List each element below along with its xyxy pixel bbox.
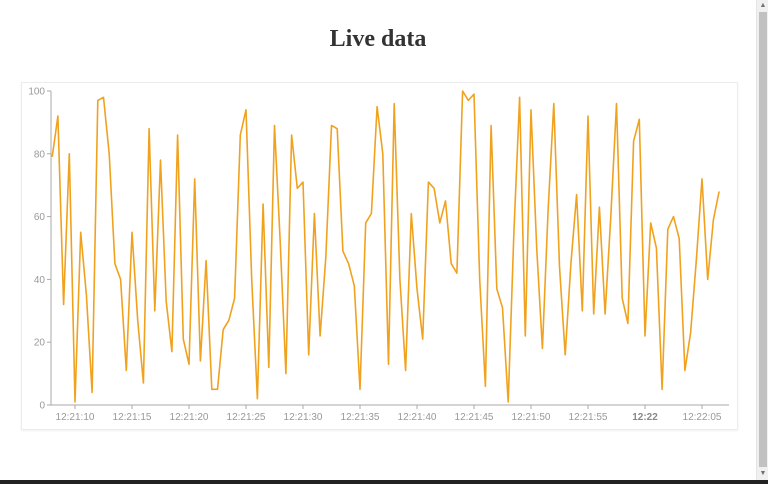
- x-tick-label: 12:21:30: [284, 412, 323, 423]
- x-tick-label: 12:21:40: [398, 412, 437, 423]
- y-tick-label: 0: [39, 401, 45, 412]
- y-tick-label: 40: [34, 275, 46, 286]
- x-tick-label: 12:21:25: [227, 412, 266, 423]
- vertical-scrollbar[interactable]: ▲ ▼: [756, 0, 768, 480]
- x-axis: 12:21:10 12:21:15 12:21:20 12:21:25 12:21:30…: [51, 404, 729, 423]
- y-tick-label: 100: [28, 87, 45, 98]
- x-tick-label: 12:22:05: [683, 412, 722, 423]
- x-tick-label: 12:21:55: [569, 412, 608, 423]
- y-axis: 0 20 40 60 80 100: [28, 87, 52, 412]
- x-tick-label: 12:22: [632, 412, 658, 423]
- x-tick-label: 12:21:45: [455, 412, 494, 423]
- live-data-chart: 0 20 40 60 80 100 12:21:10 12:21:15 12:21:20 12:…: [21, 82, 738, 430]
- y-tick-label: 80: [34, 149, 46, 160]
- scroll-down-arrow-icon[interactable]: ▼: [759, 470, 767, 477]
- x-tick-label: 12:21:50: [512, 412, 551, 423]
- x-tick-label: 12:21:20: [170, 412, 209, 423]
- window-bottom-edge: [0, 480, 768, 484]
- x-tick-label: 12:21:10: [56, 412, 95, 423]
- page-title: Live data: [329, 26, 427, 52]
- data-series-line: [51, 90, 720, 403]
- x-tick-label: 12:21:15: [113, 412, 152, 423]
- scrollbar-thumb[interactable]: [759, 12, 767, 467]
- x-tick-label: 12:21:35: [341, 412, 380, 423]
- y-tick-label: 60: [34, 212, 46, 223]
- page: Live data 0 20 40 60 80 100 12:21:10 12:21:15 1…: [21, 26, 738, 430]
- y-tick-label: 20: [34, 338, 46, 349]
- scroll-up-arrow-icon[interactable]: ▲: [759, 2, 767, 9]
